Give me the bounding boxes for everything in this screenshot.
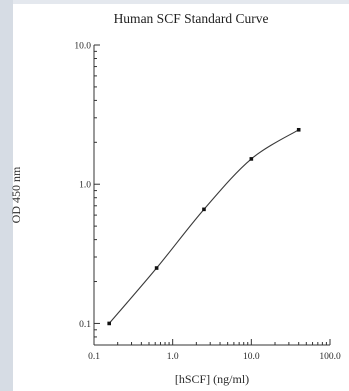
y-axis-label: OD 450 nm bbox=[9, 166, 23, 223]
x-tick-label-1: 1.0 bbox=[167, 352, 179, 362]
data-point-1 bbox=[154, 266, 159, 270]
y-tick-label-1: 1.0 bbox=[79, 181, 91, 191]
y-tick-label-2: 10.0 bbox=[74, 42, 91, 52]
top-gutter bbox=[13, 0, 349, 4]
x-tick-label-2: 10.0 bbox=[243, 352, 260, 362]
x-tick-label-3: 100.0 bbox=[319, 352, 341, 362]
data-point-0 bbox=[107, 321, 111, 326]
plot-area bbox=[93, 44, 331, 346]
x-axis-label: [hSCF] (ng/ml) bbox=[175, 372, 249, 386]
data-point-3 bbox=[249, 157, 254, 161]
left-gutter bbox=[0, 0, 13, 391]
axis-ticks bbox=[93, 44, 331, 346]
data-point-2 bbox=[202, 207, 206, 212]
chart-title: Human SCF Standard Curve bbox=[114, 11, 269, 26]
x-tick-label-0: 0.1 bbox=[88, 352, 100, 362]
y-tick-label-0: 0.1 bbox=[79, 320, 91, 330]
data-point-4 bbox=[296, 127, 301, 132]
data-points bbox=[107, 127, 301, 326]
